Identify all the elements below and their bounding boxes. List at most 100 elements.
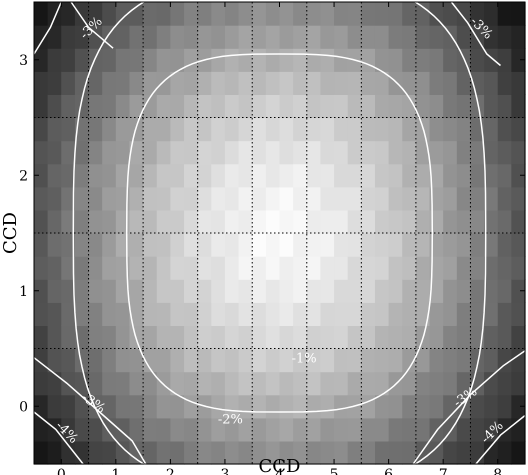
heatmap-cell	[402, 117, 417, 142]
heatmap-cell	[211, 394, 226, 419]
heatmap-cell	[334, 117, 349, 142]
heatmap-cell	[484, 233, 499, 257]
heatmap-cell	[156, 94, 171, 119]
heatmap-cell	[238, 440, 253, 465]
heatmap-cell	[361, 233, 376, 257]
heatmap-cell	[143, 140, 158, 165]
heatmap-cell	[279, 302, 294, 326]
heatmap-cell	[361, 48, 376, 72]
heatmap-cell	[429, 325, 444, 350]
heatmap-cell	[279, 94, 294, 119]
heatmap-cell	[511, 371, 526, 396]
heatmap-cell	[402, 209, 417, 234]
heatmap-cell	[456, 140, 472, 165]
heatmap-cell	[443, 2, 458, 26]
heatmap-cell	[143, 394, 158, 419]
heatmap-cell	[61, 163, 76, 188]
heatmap-cell	[347, 279, 362, 303]
heatmap-cell	[211, 325, 226, 350]
x-tick-label: 2	[166, 467, 175, 475]
heatmap-cell	[293, 233, 308, 257]
heatmap-cell	[197, 279, 212, 303]
heatmap-cell	[34, 48, 49, 72]
x-tick-label: 1	[111, 467, 120, 475]
heatmap-cell	[74, 94, 90, 119]
heatmap-cell	[102, 71, 117, 95]
heatmap-cell	[88, 279, 103, 303]
heatmap-cell	[388, 348, 403, 373]
heatmap-cell	[211, 71, 226, 95]
contour-line	[475, 414, 526, 465]
heatmap-cell	[511, 140, 526, 165]
heatmap-cell	[374, 279, 390, 303]
heatmap-cell	[293, 209, 308, 234]
heatmap-cell	[443, 440, 458, 465]
heatmap-cell	[456, 417, 472, 442]
heatmap-cell	[374, 371, 390, 396]
heatmap-cell	[34, 140, 49, 165]
heatmap-cell	[47, 140, 62, 165]
heatmap-cell	[484, 25, 499, 49]
heatmap-cell	[115, 325, 131, 350]
heatmap-cell	[61, 209, 76, 234]
heatmap-cell	[184, 371, 199, 396]
heatmap-cell	[456, 94, 472, 119]
heatmap-cell	[334, 302, 349, 326]
heatmap-cell	[238, 325, 253, 350]
heatmap-cell	[61, 394, 76, 419]
heatmap-cell	[334, 71, 349, 95]
heatmap-cell	[320, 140, 335, 165]
heatmap-cell	[374, 394, 390, 419]
heatmap-cell	[374, 302, 390, 326]
heatmap-cell	[293, 279, 308, 303]
x-tick-label: 5	[330, 467, 339, 475]
heatmap-cell	[374, 440, 390, 465]
heatmap-cell	[443, 302, 458, 326]
heatmap-cell	[429, 279, 444, 303]
heatmap-cell	[265, 279, 281, 303]
heatmap-cell	[306, 140, 322, 165]
heatmap-cell	[306, 25, 322, 49]
heatmap-cell	[88, 348, 103, 373]
heatmap-cell	[484, 417, 499, 442]
heatmap-cell	[456, 279, 472, 303]
heatmap-cell	[156, 186, 171, 211]
heatmap-cell	[129, 186, 144, 211]
heatmap-cell	[88, 233, 103, 257]
heatmap-cell	[511, 186, 526, 211]
heatmap-cell	[443, 140, 458, 165]
heatmap-cell	[443, 233, 458, 257]
heatmap-cell	[415, 186, 431, 211]
heatmap-cell	[224, 117, 240, 142]
heatmap-cell	[497, 256, 512, 280]
contour-line	[72, 0, 487, 475]
heatmap-cell	[334, 25, 349, 49]
heatmap-cell	[238, 417, 253, 442]
heatmap-cell	[156, 256, 171, 280]
heatmap-cell	[497, 302, 512, 326]
y-axis-label: CCD	[0, 212, 21, 254]
heatmap-cell	[156, 371, 171, 396]
heatmap-cell	[443, 71, 458, 95]
heatmap-cell	[197, 417, 212, 442]
heatmap-cell	[184, 348, 199, 373]
x-axis-label: CCD	[259, 456, 301, 475]
heatmap-cell	[170, 233, 185, 257]
heatmap-cell	[156, 233, 171, 257]
heatmap-cell	[429, 163, 444, 188]
heatmap-cell	[279, 371, 294, 396]
heatmap-cell	[320, 348, 335, 373]
heatmap-cell	[47, 48, 62, 72]
contour-line	[33, 411, 84, 465]
heatmap-cell	[238, 348, 253, 373]
heatmap-cell	[143, 302, 158, 326]
heatmap-cell	[443, 348, 458, 373]
heatmap-cell	[443, 256, 458, 280]
heatmap-cell	[224, 394, 240, 419]
heatmap-cell	[306, 394, 322, 419]
heatmap-cell	[334, 440, 349, 465]
heatmap-cell	[115, 394, 131, 419]
heatmap-cell	[402, 163, 417, 188]
heatmap-cell	[320, 233, 335, 257]
heatmap-cell	[156, 279, 171, 303]
